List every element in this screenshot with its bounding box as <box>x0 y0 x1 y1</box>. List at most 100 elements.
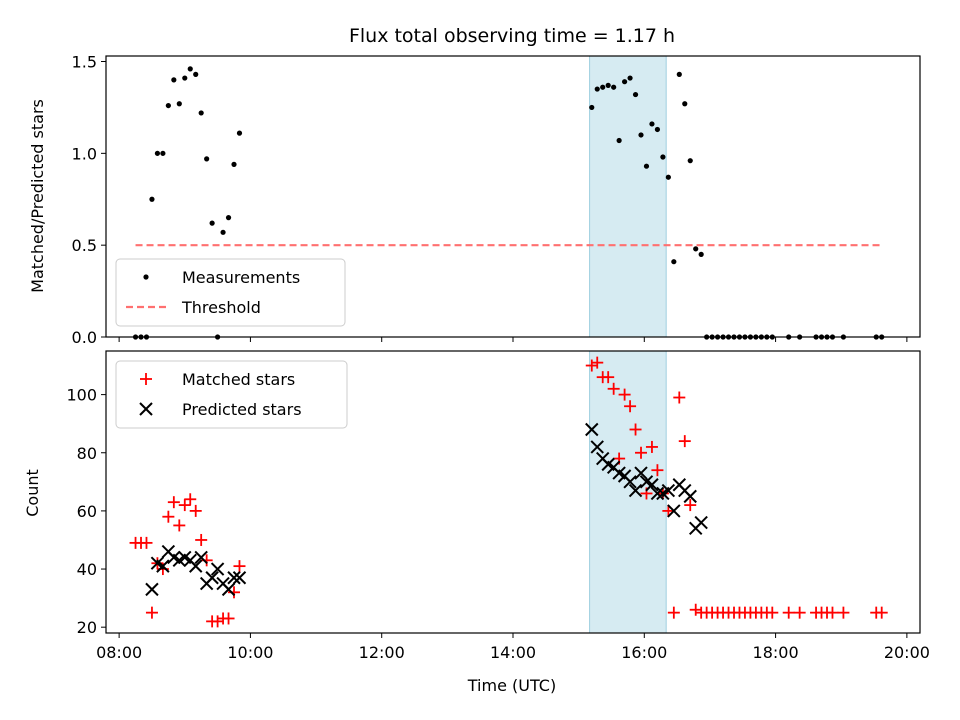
measurement-point <box>594 86 600 92</box>
predicted-stars-point <box>221 582 236 597</box>
legend-measurements-label: Measurements <box>182 268 300 287</box>
top-y-ticks: 0.0 0.5 1.0 1.5 <box>72 53 106 347</box>
matched-stars-point <box>602 371 615 384</box>
y-tick-label: 40 <box>77 560 97 579</box>
measurement-point <box>220 229 226 235</box>
top-axes-frame <box>105 55 921 338</box>
matched-stars-point <box>222 612 235 625</box>
predicted-stars-point <box>683 489 697 504</box>
predicted-stars-point <box>156 559 170 573</box>
matched-stars-point <box>145 606 158 619</box>
bottom-legend-box <box>115 360 348 429</box>
matched-stars-point <box>189 504 202 517</box>
predicted-stars-point <box>645 478 659 492</box>
matched-stars-point <box>211 615 224 628</box>
legend-threshold-label: Threshold <box>181 298 261 317</box>
measurement-point <box>621 79 628 85</box>
matched-stars-point <box>184 493 197 506</box>
bottom-y-axis-label: Count <box>23 469 42 517</box>
measurement-point <box>160 150 166 156</box>
measurement-point <box>687 158 693 164</box>
y-tick-label: 0.5 <box>72 236 97 255</box>
matched-stars-point <box>629 423 642 436</box>
bottom-panel: 08:00 10:00 12:00 14:00 16:00 18:00 20:00 20 40… <box>23 350 930 695</box>
matched-stars-point <box>167 496 180 509</box>
measurement-point <box>693 246 699 252</box>
matched-stars-point <box>607 382 620 395</box>
y-tick-label: 80 <box>77 444 97 463</box>
measurement-point <box>193 71 199 77</box>
predicted-stars-point <box>623 475 637 489</box>
measurement-point <box>171 77 177 83</box>
matched-stars-point <box>793 606 806 619</box>
matched-stars-point <box>689 603 702 616</box>
top-highlight-span <box>589 55 667 338</box>
measurement-point <box>187 66 193 72</box>
matched-stars-point <box>140 536 153 549</box>
matched-stars-point <box>162 510 175 523</box>
measurement-point <box>204 156 210 162</box>
predicted-stars-point <box>628 483 643 498</box>
matched-stars-point <box>782 606 795 619</box>
bottom-legend: Matched stars Predicted stars <box>115 360 348 429</box>
measurement-point <box>611 84 617 90</box>
measurement-point <box>236 130 243 136</box>
bottom-y-ticks: 20 40 60 80 100 <box>66 386 106 637</box>
measurement-point <box>198 110 204 116</box>
matched-stars-point <box>173 519 186 532</box>
measurement-point <box>605 82 611 88</box>
x-tick-label: 14:00 <box>490 643 536 662</box>
y-tick-label: 100 <box>66 386 97 405</box>
measurement-point <box>643 163 650 169</box>
y-tick-label: 1.5 <box>72 53 97 72</box>
top-legend: Measurements Threshold <box>115 258 346 327</box>
legend-predicted-marker <box>139 402 153 416</box>
matched-stars-point <box>624 400 637 413</box>
measurement-point <box>698 251 704 257</box>
measurement-point <box>231 161 237 167</box>
x-tick-label: 20:00 <box>884 643 930 662</box>
matched-stars-point <box>826 606 839 619</box>
x-tick-label: 12:00 <box>359 643 405 662</box>
matched-stars-point <box>195 533 208 546</box>
measurement-point <box>209 220 215 226</box>
predicted-stars-point <box>590 440 604 454</box>
measurement-point <box>182 75 188 81</box>
top-x-ticks <box>118 337 908 342</box>
matched-stars-point <box>673 391 686 404</box>
predicted-stars-point <box>661 483 676 498</box>
y-tick-label: 20 <box>77 618 97 637</box>
predicted-stars-point <box>210 562 225 576</box>
measurement-point <box>600 84 606 90</box>
matched-stars-point <box>662 504 675 517</box>
measurement-point <box>632 91 639 98</box>
x-tick-label: 18:00 <box>753 643 799 662</box>
predicted-stars-point <box>667 504 681 518</box>
predicted-stars-point <box>194 550 208 565</box>
predicted-stars-point <box>232 571 247 585</box>
x-tick-label: 10:00 <box>227 643 273 662</box>
matched-stars-point <box>228 586 241 599</box>
legend-predicted-label: Predicted stars <box>182 400 302 419</box>
x-tick-label: 16:00 <box>621 643 667 662</box>
matched-stars-point <box>233 560 246 573</box>
measurement-point <box>154 150 161 156</box>
y-tick-label: 60 <box>77 502 97 521</box>
measurement-point <box>589 104 595 111</box>
bottom-x-ticks: 08:00 10:00 12:00 14:00 16:00 18:00 20:00 <box>96 633 930 662</box>
measurement-point <box>149 196 155 202</box>
matched-stars-point <box>618 388 631 401</box>
bottom-highlight-span <box>589 350 667 634</box>
y-tick-label: 0.0 <box>72 328 97 347</box>
predicted-stars-point <box>585 422 599 437</box>
top-legend-box <box>115 258 346 327</box>
matched-stars-point <box>645 440 658 453</box>
matched-stars-point <box>667 606 680 619</box>
measurement-point <box>627 75 633 81</box>
top-panel: 0.0 0.5 1.0 1.5 Matched/Predicted stars Mea… <box>28 53 921 347</box>
measurement-point <box>665 174 671 180</box>
top-y-axis-label: Matched/Predicted stars <box>28 99 47 293</box>
legend-matched-marker <box>140 373 152 385</box>
matched-stars-point <box>585 359 598 372</box>
